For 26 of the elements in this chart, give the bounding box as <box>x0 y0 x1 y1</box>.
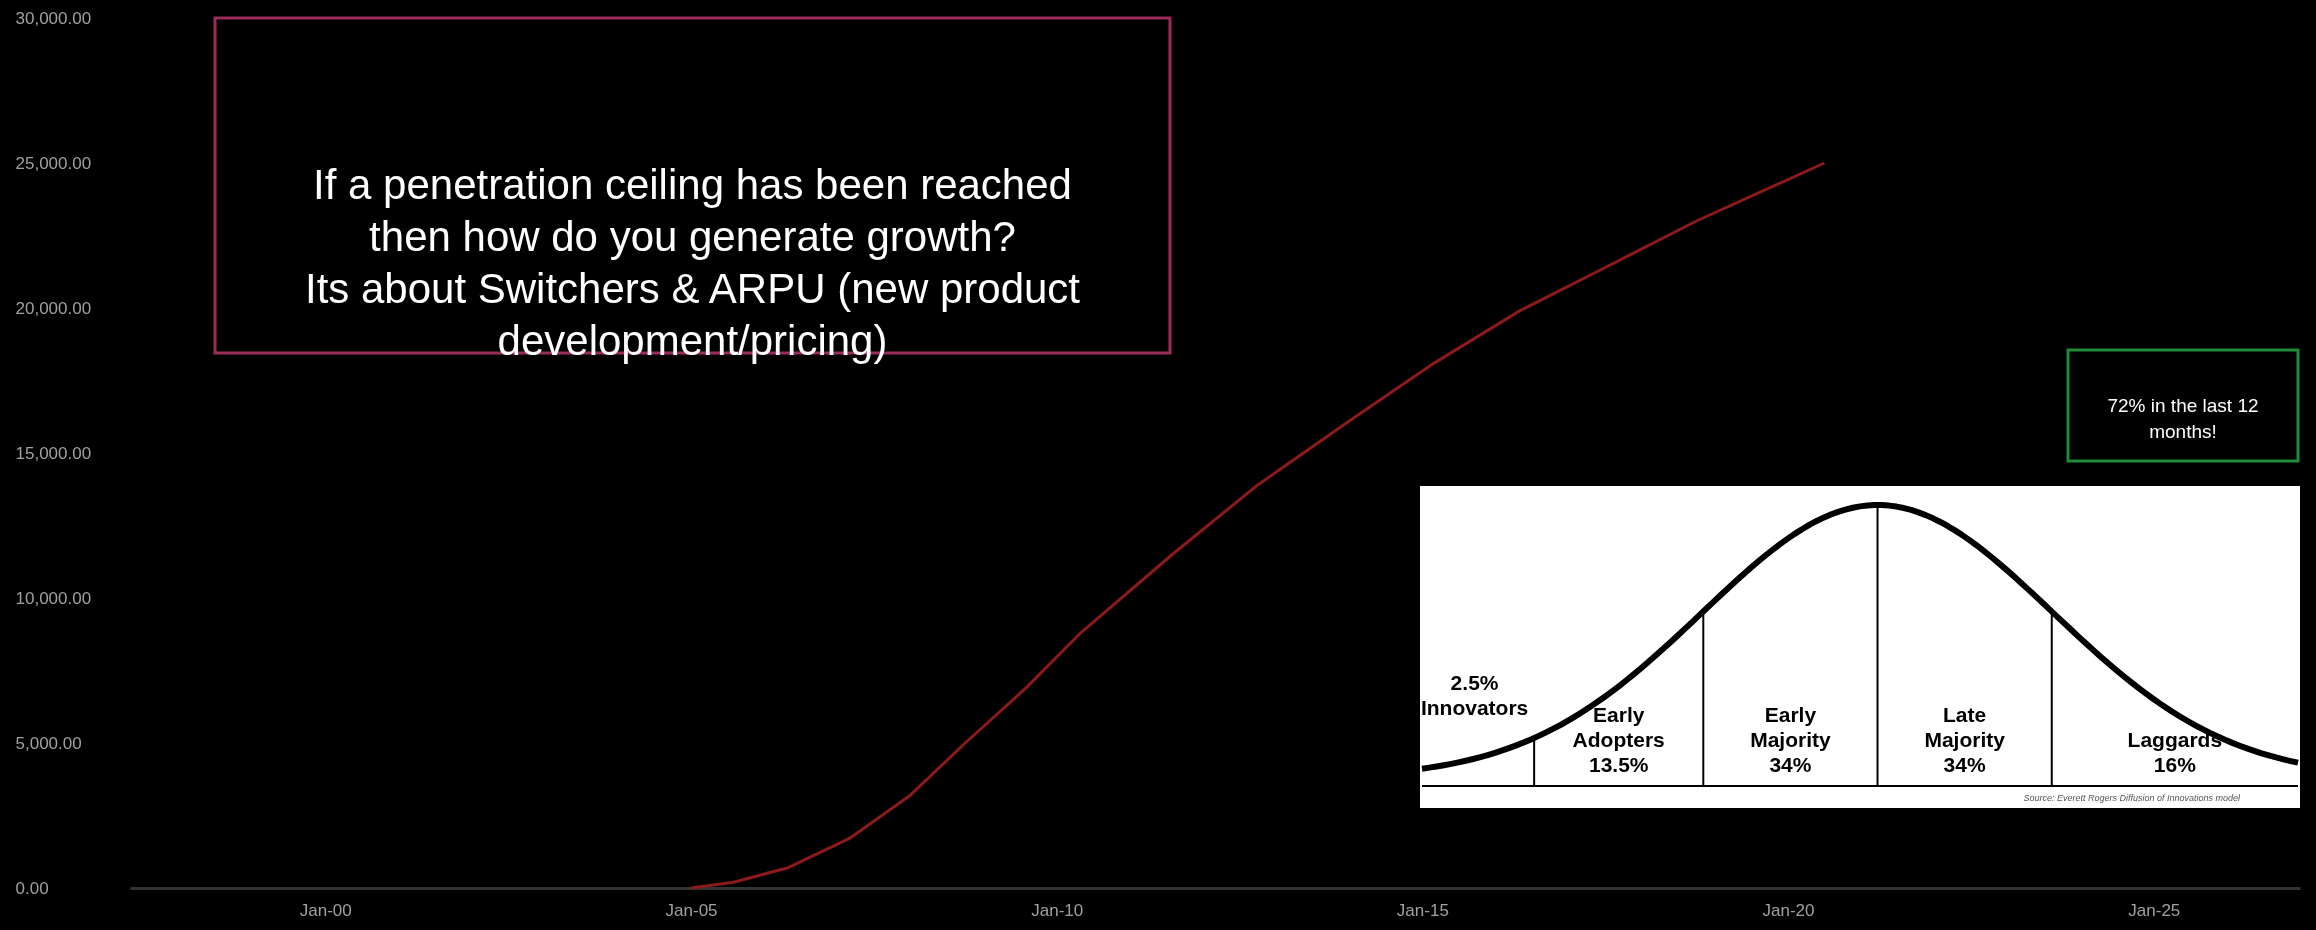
data-label: 16% <box>2153 753 2197 776</box>
x-tick-label: Jan-05 <box>665 900 718 920</box>
x-tick-label: Jan-25 <box>2128 900 2181 920</box>
y-tick-label: 10,000.00 <box>15 588 92 608</box>
annotation: Source: Everett Rogers Diffusion of Innovations model <box>2023 793 2241 803</box>
data-label: 34% <box>1769 753 1812 776</box>
y-tick-label: 5,000.00 <box>15 733 82 753</box>
y-tick-label: 15,000.00 <box>15 443 92 463</box>
x-tick-label: Jan-20 <box>1762 900 1815 920</box>
annotation: If a penetration ceiling has been reached then how do you generate growth? Its about Switchers & ARPU (new product development/pricing) <box>304 160 1081 364</box>
y-tick-label: 30,000.00 <box>15 8 92 28</box>
category-label: Laggards <box>2127 728 2223 751</box>
category-label: Early Majority <box>1750 703 1831 751</box>
y-tick-label: 25,000.00 <box>15 153 92 173</box>
y-tick-label: 0.00 <box>15 878 49 898</box>
data-label: 2.5% <box>1450 671 1499 694</box>
x-tick-label: Jan-10 <box>1031 900 1084 920</box>
category-label: Innovators <box>1420 696 1529 719</box>
data-label: 34% <box>1943 753 1986 776</box>
category-label: Early Adopters <box>1572 703 1665 751</box>
data-label: 13.5% <box>1588 753 1649 776</box>
x-tick-label: Jan-15 <box>1396 900 1449 920</box>
x-tick-label: Jan-00 <box>299 900 352 920</box>
y-tick-label: 20,000.00 <box>15 298 92 318</box>
category-label: Late Majority <box>1924 703 2006 751</box>
annotation: 72% in the last 12 months! <box>2107 394 2259 442</box>
